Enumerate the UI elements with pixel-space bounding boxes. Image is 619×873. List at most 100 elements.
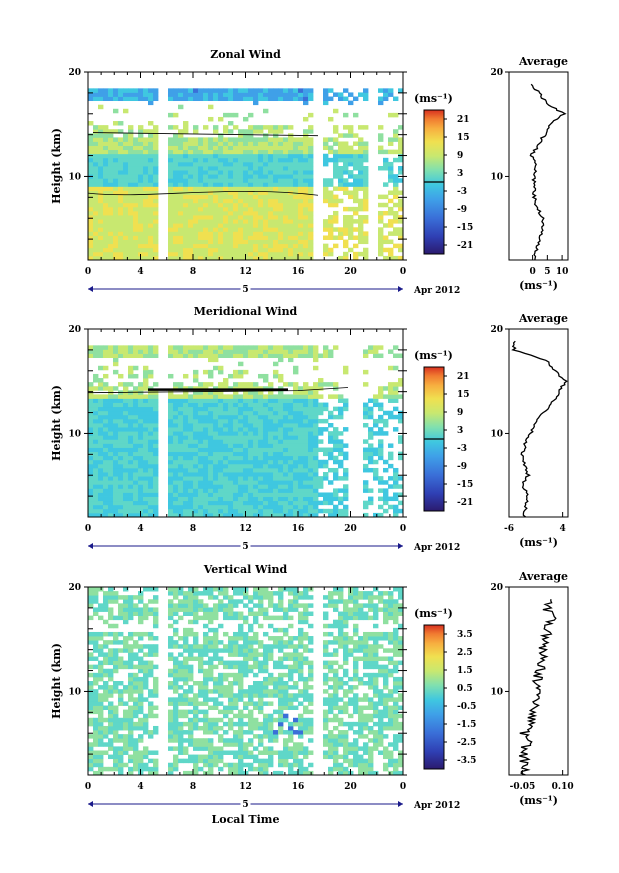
heatmap-cell (133, 137, 139, 142)
heatmap-cell (188, 472, 194, 477)
heatmap-cell (363, 402, 369, 408)
heatmap-cell (253, 734, 259, 739)
heatmap-cell (118, 251, 124, 257)
heatmap-cell (173, 174, 179, 179)
heatmap-cell (233, 615, 239, 621)
heatmap-cell (308, 459, 314, 465)
heatmap-cell (293, 215, 299, 220)
heatmap-cell (183, 247, 189, 253)
heatmap-cell (213, 178, 219, 183)
heatmap-cell (288, 210, 294, 216)
heatmap-cell (113, 431, 119, 436)
heatmap-cell (248, 496, 254, 502)
heatmap-cell (243, 754, 249, 760)
heatmap-cell (293, 423, 299, 428)
heatmap-cell (113, 394, 119, 399)
heatmap-cell (188, 476, 194, 481)
heatmap-cell (143, 508, 149, 514)
heatmap-cell (183, 194, 189, 200)
heatmap-cell (138, 492, 144, 497)
heatmap-cell (208, 496, 214, 502)
heatmap-cell (208, 145, 214, 151)
heatmap-cell (108, 235, 114, 240)
heatmap-cell (198, 92, 204, 97)
heatmap-cell (263, 451, 269, 457)
heatmap-cell (88, 447, 94, 453)
heatmap-cell (88, 427, 94, 432)
heatmap-cell (143, 406, 149, 412)
heatmap-cell (388, 414, 394, 420)
heatmap-cell (263, 125, 269, 130)
heatmap-cell (253, 406, 259, 412)
heatmap-cell (93, 762, 99, 768)
heatmap-cell (223, 157, 229, 163)
heatmap-cell (258, 492, 264, 497)
heatmap-cell (148, 709, 154, 715)
heatmap-cell (293, 365, 299, 371)
heatmap-cell (113, 750, 119, 755)
heatmap-cell (298, 227, 304, 232)
heatmap-cell (228, 121, 234, 126)
heatmap-cell (258, 766, 264, 772)
heatmap-cell (228, 402, 234, 408)
heatmap-cell (338, 174, 344, 179)
y-tick-label: 20 (68, 325, 81, 335)
heatmap-cell (173, 145, 179, 151)
heatmap-cell (153, 623, 159, 629)
heatmap-cell (283, 480, 289, 485)
heatmap-cell (213, 504, 219, 510)
heatmap-cell (168, 500, 174, 506)
heatmap-cell (93, 725, 99, 731)
heatmap-cell (118, 145, 124, 151)
heatmap-cell (238, 406, 244, 412)
heatmap-cell (268, 402, 274, 408)
heatmap-cell (328, 178, 334, 183)
heatmap-cell (303, 431, 309, 436)
heatmap-cell (278, 178, 284, 183)
heatmap-cell (143, 137, 149, 142)
heatmap-cell (343, 496, 349, 502)
heatmap-cell (123, 725, 129, 731)
heatmap-cell (188, 398, 194, 403)
heatmap-cell (333, 488, 339, 493)
heatmap-cell (268, 210, 274, 216)
heatmap-cell (93, 770, 99, 776)
heatmap-cell (223, 660, 229, 666)
heatmap-cell (228, 472, 234, 477)
heatmap-cell (333, 153, 339, 159)
heatmap-cell (253, 88, 259, 93)
heatmap-cell (203, 623, 209, 629)
heatmap-cell (133, 431, 139, 436)
heatmap-cell (133, 219, 139, 224)
heatmap-cell (198, 467, 204, 473)
heatmap-cell (313, 451, 319, 457)
heatmap-cell (363, 125, 369, 130)
heatmap-cell (278, 161, 284, 167)
heatmap-cell (233, 492, 239, 497)
heatmap-cell (363, 178, 369, 183)
heatmap-cell (243, 116, 249, 122)
heatmap-cell (93, 141, 99, 146)
heatmap-cell (353, 157, 359, 163)
heatmap-cell (133, 227, 139, 232)
heatmap-cell (113, 648, 119, 653)
heatmap-cell (203, 96, 209, 102)
heatmap-cell (223, 451, 229, 457)
heatmap-cell (248, 459, 254, 465)
x-tick-label: 0 (400, 267, 406, 277)
heatmap-cell (168, 186, 174, 191)
heatmap-cell (108, 149, 114, 155)
heatmap-cell (368, 349, 374, 354)
heatmap-cell (213, 652, 219, 657)
heatmap-cell (138, 611, 144, 617)
heatmap-cell (288, 161, 294, 167)
heatmap-cell (93, 406, 99, 412)
heatmap-cell (293, 488, 299, 493)
heatmap-cell (138, 215, 144, 220)
heatmap-cell (198, 459, 204, 465)
heatmap-cell (228, 423, 234, 428)
heatmap-cell (243, 480, 249, 485)
heatmap-cell (243, 713, 249, 719)
heatmap-cell (263, 766, 269, 772)
